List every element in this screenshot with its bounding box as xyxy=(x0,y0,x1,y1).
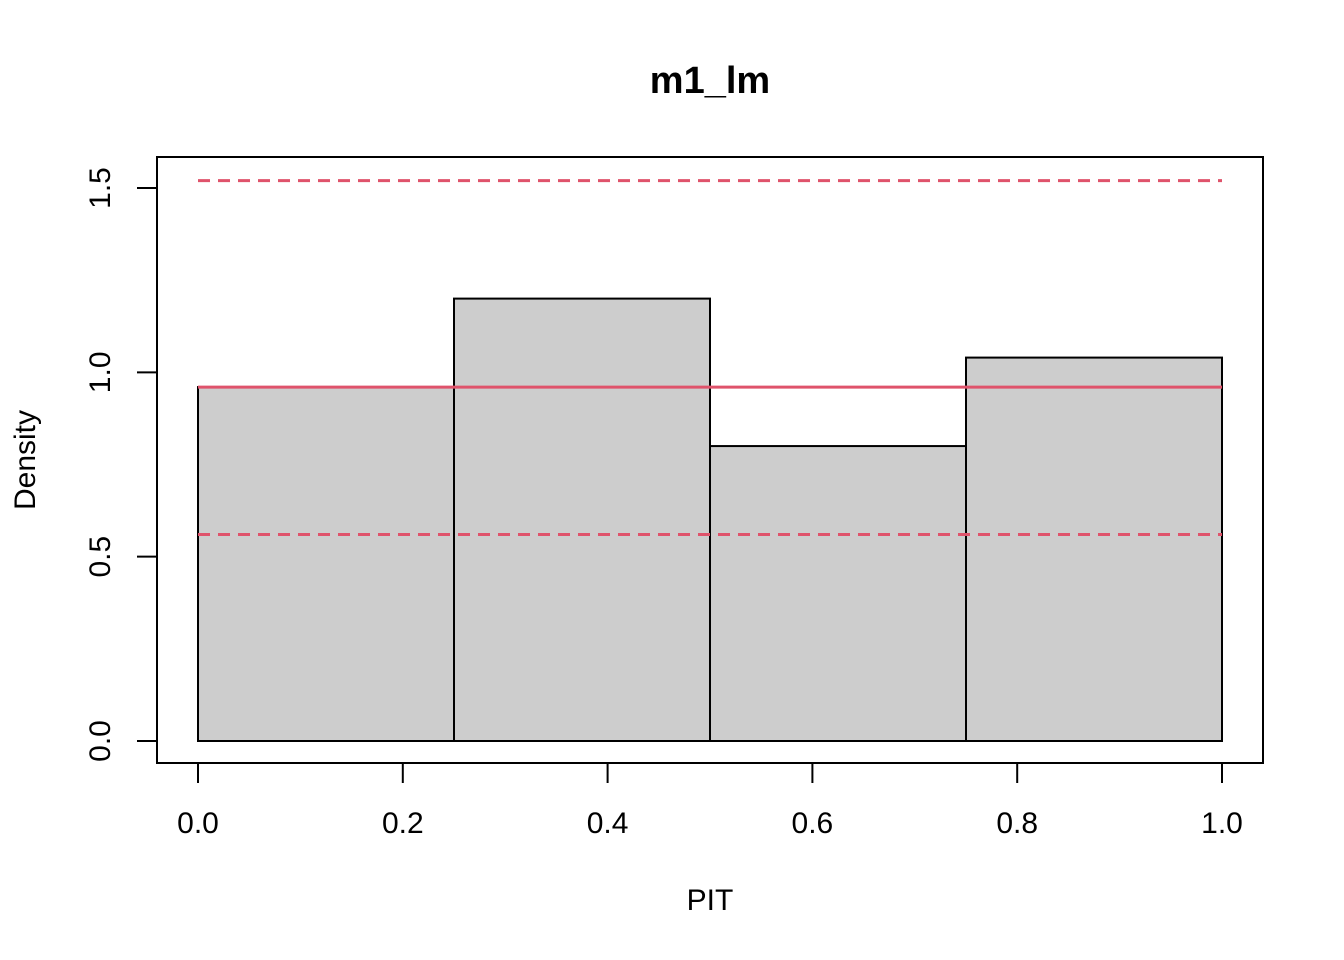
y-axis: 0.0 0.5 1.0 1.5 xyxy=(84,167,158,762)
x-tick-label: 0.2 xyxy=(382,807,424,840)
y-tick-label: 0.0 xyxy=(84,720,117,762)
x-tick-label: 0.4 xyxy=(587,807,629,840)
x-tick-label: 0.6 xyxy=(792,807,834,840)
histogram-bar xyxy=(965,356,1223,742)
x-axis-label: PIT xyxy=(687,884,734,917)
x-tick-label: 1.0 xyxy=(1201,807,1243,840)
y-axis-label: Density xyxy=(9,410,42,510)
histogram-bar xyxy=(709,445,967,742)
reference-lines-group xyxy=(198,179,1222,537)
y-tick-label: 1.5 xyxy=(84,167,117,209)
x-tick-label: 0.0 xyxy=(177,807,219,840)
y-tick-label: 1.0 xyxy=(84,351,117,393)
bars-group xyxy=(197,297,1223,742)
histogram-bar xyxy=(197,386,455,742)
chart-title: m1_lm xyxy=(650,60,770,102)
x-tick-label: 0.8 xyxy=(996,807,1038,840)
y-tick-label: 0.5 xyxy=(84,536,117,578)
histogram-bar xyxy=(453,297,711,742)
x-axis: 0.0 0.2 0.4 0.6 0.8 1.0 xyxy=(177,762,1243,840)
